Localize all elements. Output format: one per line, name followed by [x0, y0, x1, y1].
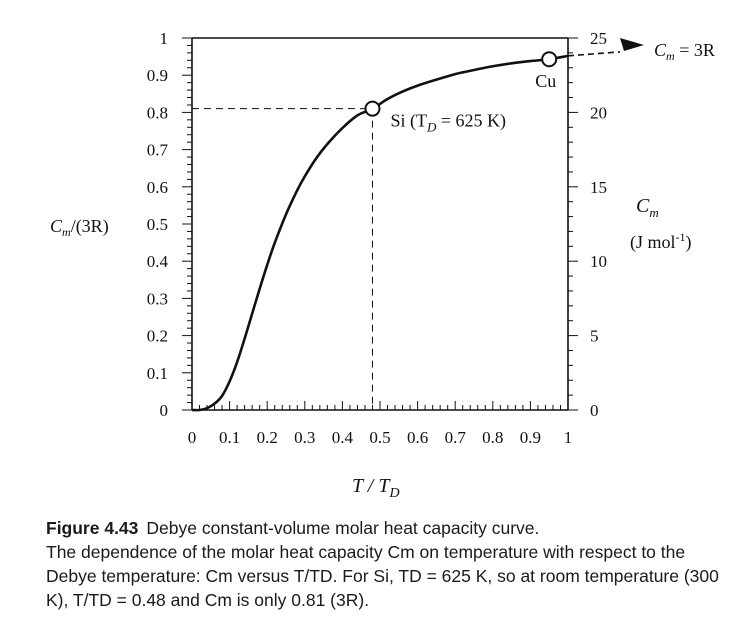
y-right-axis-units: (J mol-1): [630, 230, 692, 253]
y-left-tick-label: 0.4: [147, 252, 169, 271]
figure-number: Figure 4.43: [46, 518, 139, 538]
y-left-tick-label: 0.6: [147, 178, 168, 197]
y-right-tick-label: 0: [590, 401, 599, 420]
y-left-tick-label: 0.2: [147, 327, 168, 346]
y-left-axis-ticks: 0 0.1 0.2 0.3 0.4 0.5 0.6 0.7 0.8 0.9 1: [147, 29, 192, 420]
y-right-tick-label: 25: [590, 29, 607, 48]
plot-frame: [191, 37, 569, 411]
y-left-axis-label: Cm/(3R): [50, 216, 109, 239]
y-left-tick-label: 0.7: [147, 141, 169, 160]
x-tick-label: 0.5: [369, 428, 390, 447]
x-tick-label: 0.1: [219, 428, 240, 447]
y-right-tick-label: 15: [590, 178, 607, 197]
x-tick-label: 0.2: [257, 428, 278, 447]
figure-caption: Figure 4.43 Debye constant-volume molar h…: [46, 516, 726, 612]
x-tick-label: 0.4: [332, 428, 354, 447]
data-point-marker: [364, 100, 381, 117]
y-right-tick-label: 20: [590, 103, 607, 122]
x-tick-label: 0.8: [482, 428, 503, 447]
data-point-marker: [541, 51, 558, 68]
x-axis-ticks: 0 0.1 0.2 0.3 0.4 0.5 0.6 0.7 0.8 0.9 1: [188, 401, 573, 447]
caption-heading: Figure 4.43 Debye constant-volume molar h…: [46, 516, 726, 540]
limit-dashed-line: [567, 51, 621, 57]
y-left-tick-label: 1: [160, 29, 169, 48]
x-tick-label: 1: [564, 428, 573, 447]
y-left-tick-label: 0.5: [147, 215, 168, 234]
y-right-axis-label: Cm: [636, 195, 659, 220]
data-point-label: Cu: [535, 71, 556, 91]
data-point-label: Si (TD = 625 K): [390, 111, 506, 135]
y-right-axis-ticks: 0 5 10 15 20 25: [568, 29, 607, 420]
y-left-tick-label: 0.8: [147, 103, 168, 122]
x-tick-label: 0.6: [407, 428, 428, 447]
y-right-tick-label: 5: [590, 327, 599, 346]
limit-arrowhead: [620, 38, 644, 51]
x-tick-label: 0.7: [445, 428, 467, 447]
axis-labels: T / TD Cm/(3R) Cm (J mol-1): [50, 195, 692, 501]
y-left-tick-label: 0.1: [147, 364, 168, 383]
caption-body: The dependence of the molar heat capacit…: [46, 542, 719, 610]
limit-label: Cm = 3R: [654, 40, 715, 63]
x-axis-label: T / TD: [352, 475, 400, 501]
y-left-tick-label: 0.9: [147, 66, 168, 85]
data-points: Si (TD = 625 K) Cu: [364, 51, 558, 135]
y-left-tick-label: 0: [160, 401, 169, 420]
x-tick-label: 0: [188, 428, 197, 447]
guide-lines: [192, 108, 373, 410]
y-left-tick-label: 0.3: [147, 289, 168, 308]
x-tick-label: 0.3: [294, 428, 315, 447]
series-curve: Cm = 3R: [191, 38, 715, 412]
figure-title: Debye constant-volume molar heat capacit…: [146, 518, 540, 538]
y-right-tick-label: 10: [590, 252, 607, 271]
x-tick-label: 0.9: [520, 428, 541, 447]
heat-capacity-curve: [191, 54, 569, 412]
